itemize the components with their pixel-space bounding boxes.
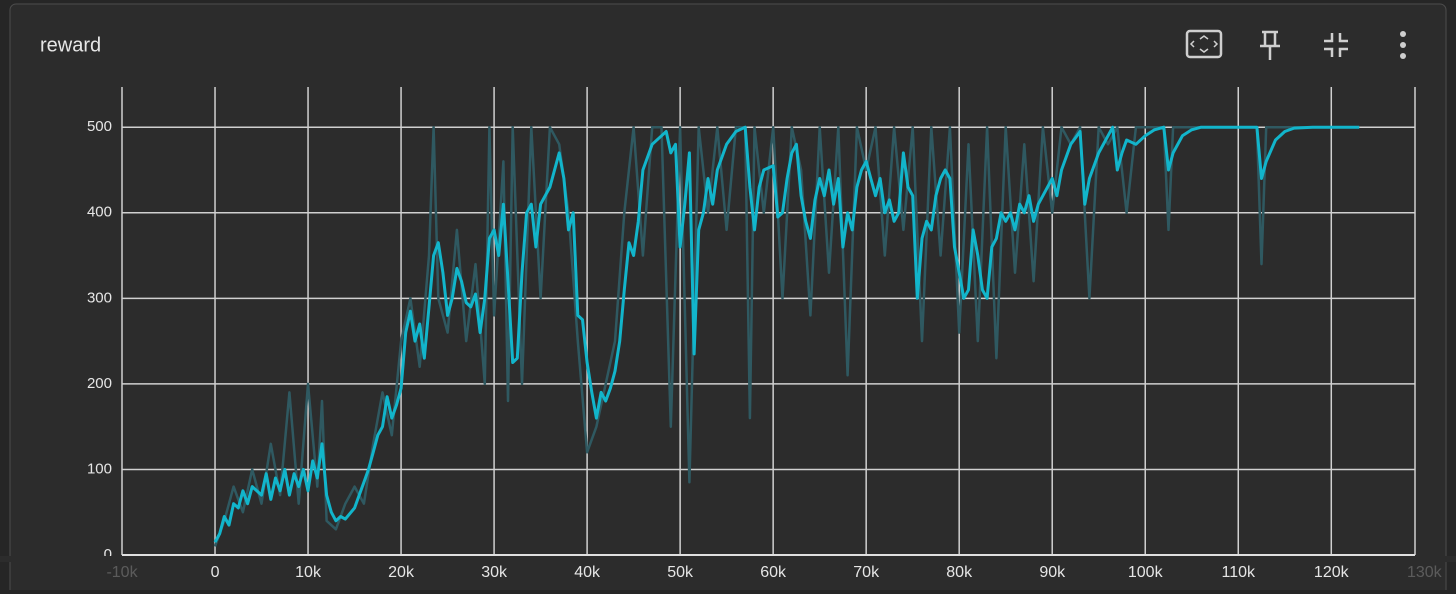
x-tick-label: 70k <box>853 564 880 581</box>
series-line <box>213 125 1360 543</box>
y-tick-label: 300 <box>87 289 112 306</box>
toolbar <box>1185 29 1406 60</box>
bottom-cover <box>0 556 1456 562</box>
x-tick-label: -10k <box>106 564 138 581</box>
x-tick-label: 120k <box>1314 564 1350 581</box>
x-tick-label: 50k <box>667 564 694 581</box>
x-tick-label: 110k <box>1222 564 1257 581</box>
x-tick-label: 100k <box>1128 564 1164 581</box>
collapse-button[interactable] <box>1324 33 1348 57</box>
x-tick-label: 0 <box>211 564 220 581</box>
x-tick-label: 80k <box>946 564 973 581</box>
x-tick-label: 90k <box>1039 564 1066 581</box>
y-tick-label: 100 <box>87 460 112 477</box>
y-tick-label: 200 <box>87 375 112 392</box>
card <box>9 3 1447 594</box>
chart-title: reward <box>40 34 101 56</box>
fit-domain-button[interactable] <box>1185 29 1223 59</box>
x-tick-label: 20k <box>388 564 415 581</box>
y-tick-label: 400 <box>87 204 112 221</box>
x-tick-label: 30k <box>481 564 508 581</box>
x-tick-label: 40k <box>574 564 601 581</box>
y-tick-label: 0 <box>104 546 112 563</box>
series-line <box>213 125 1360 547</box>
y-tick-label: 500 <box>87 118 112 135</box>
x-tick-label: 10k <box>295 564 322 581</box>
pin-button[interactable] <box>1260 30 1280 60</box>
x-tick-label: 60k <box>760 564 787 581</box>
x-tick-label: 130k <box>1407 564 1443 581</box>
more-button[interactable] <box>1400 31 1406 59</box>
